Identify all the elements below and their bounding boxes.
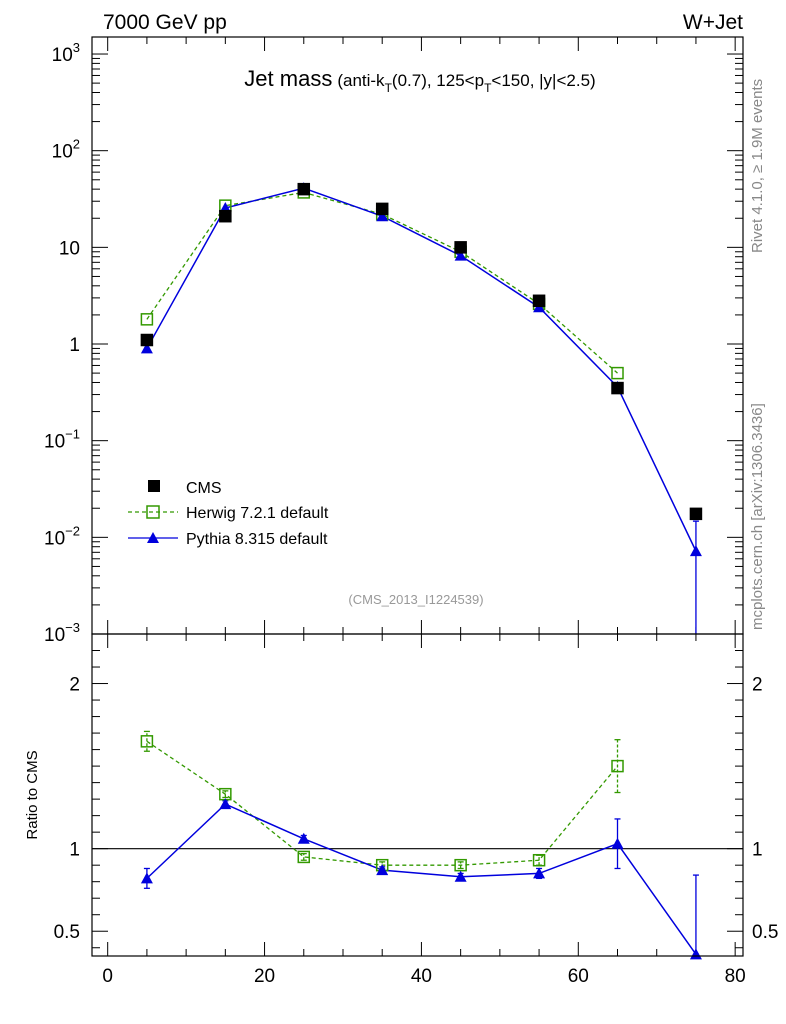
ratio-herwig-point [454,858,467,872]
chart-title-sub-2: T [484,81,492,95]
herwig-point [140,313,154,326]
pythia-point [376,210,389,222]
cms-point [297,182,311,196]
ratio-y-tick-label: 0.5 [54,922,80,943]
pythia-point [689,545,702,557]
x-tick-label: 40 [411,966,432,987]
data-marks [92,182,743,960]
herwig-point [611,366,624,380]
x-tick-label: 80 [725,966,746,987]
legend-pythia-label: Pythia 8.315 default [186,531,328,548]
ratio-herwig-point [297,850,311,864]
ratio-pythia-point [376,864,389,876]
ratio-panel-frame [91,633,744,957]
ratio-herwig-point [532,853,546,867]
cms-point [611,381,624,395]
ratio-y-tick-label: 1 [69,840,80,861]
pythia-point [454,249,467,261]
ratio-pythia-point [297,832,310,844]
chart-title-detail-2: (0.7), 125<p [392,71,484,90]
ratio-herwig-point [611,759,624,773]
y-tick-label: 103 [52,40,80,66]
legend: CMS Herwig 7.2.1 default Pythia 8.315 de… [128,480,329,548]
ratio-pythia-point [689,948,702,960]
cms-point [140,333,154,347]
pythia-point [140,342,153,354]
ratio-herwig-point [140,735,154,748]
ratio-y-tick-label-right: 1 [752,840,763,861]
chart-title-main: Jet mass [244,66,332,91]
cms-point [689,507,703,521]
analysis-reference: (CMS_2013_I1224539) [348,592,483,607]
cms-point [375,202,389,216]
ratio-pythia-point [454,870,467,882]
y-tick-label: 1 [69,335,80,356]
ratio-herwig-line [146,740,619,866]
y-tick-label: 10−3 [44,620,80,646]
y-tick-label: 10−2 [44,523,80,549]
ratio-y-tick-label-right: 2 [752,675,763,696]
process-label: W+Jet [683,11,743,34]
x-tick-label: 20 [254,966,275,987]
ratio-y-tick-label: 2 [69,675,80,696]
cms-point [454,241,467,254]
legend-herwig-marker [146,505,160,519]
y-tick-label: 102 [52,137,80,163]
cms-point [532,294,546,308]
legend-cms-label: CMS [186,480,222,497]
cms-point [219,209,232,223]
ratio-pythia-point [533,867,546,879]
ratio-y-tick-label-right: 0.5 [752,922,778,943]
mcplots-label: mcplots.cern.ch [arXiv:1306.3436] [749,403,766,630]
y-tick-label: 10 [59,238,80,259]
ratio-pythia-line [146,803,697,955]
legend-pythia-marker [147,532,159,543]
x-tick-label: 0 [102,966,113,987]
energy-label: 7000 GeV pp [103,11,227,34]
pythia-line [146,187,697,552]
rivet-version-label: Rivet 4.1.0, ≥ 1.9M events [749,79,766,253]
ratio-pythia-point [611,837,624,849]
ratio-pythia-point [219,798,232,810]
chart-title: Jet mass (anti-kT(0.7), 125<pT<150, |y|<2… [244,66,595,95]
chart-title-detail-1: (anti-k [337,71,385,90]
y-tick-label: 10−1 [44,427,80,453]
chart-title-sub-1: T [385,81,393,95]
legend-herwig-label: Herwig 7.2.1 default [186,505,329,522]
x-tick-label: 60 [568,966,589,987]
chart-title-detail-3: <150, |y|<2.5) [491,71,595,90]
ratio-pythia-point [140,872,153,884]
legend-cms-marker [148,480,160,492]
ratio-axis-label: Ratio to CMS [24,750,41,839]
